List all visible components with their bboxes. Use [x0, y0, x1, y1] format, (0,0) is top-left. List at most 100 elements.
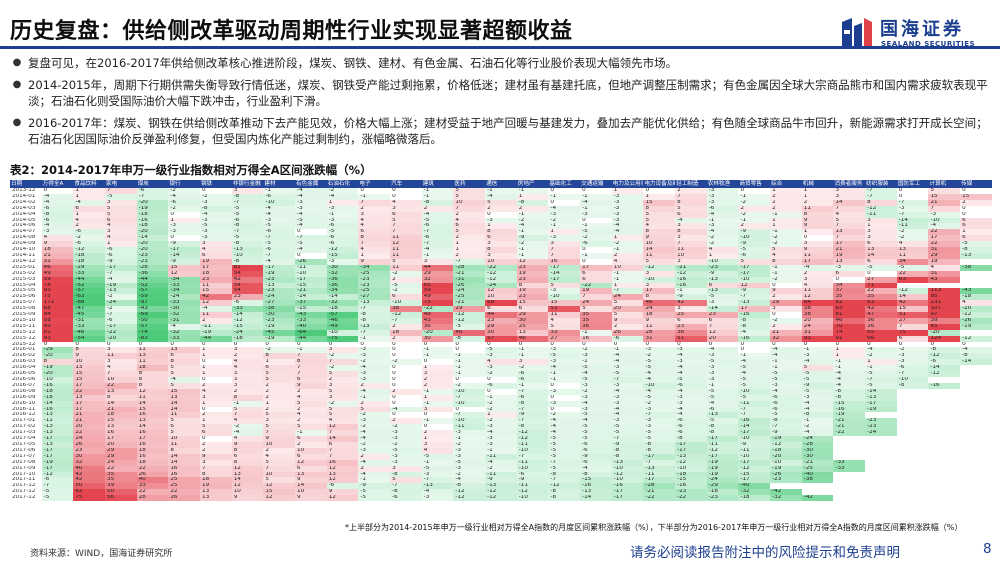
value-cell: -6 [675, 424, 707, 431]
value-cell: -12 [485, 270, 517, 277]
value-cell: 10 [675, 252, 707, 259]
value-cell: -1 [865, 365, 897, 372]
value-cell: -10 [611, 465, 644, 472]
value-cell: 3 [105, 359, 137, 366]
value-cell: -4 [485, 430, 517, 437]
value-cell: -17 [295, 276, 327, 283]
value-cell: 107 [928, 306, 961, 313]
value-cell: -1 [453, 353, 486, 360]
value-cell: 10 [295, 447, 327, 454]
value-cell: 17 [643, 288, 676, 295]
date-cell: 2013-12 [12, 188, 36, 193]
value-cell: 35 [105, 477, 137, 484]
value-cell: 9 [231, 441, 264, 448]
value-cell: 1 [611, 188, 644, 194]
value-cell: -3 [706, 371, 739, 377]
value-cell: -1 [738, 217, 771, 224]
value-cell: 18 [200, 270, 232, 277]
value-cell: 25 [516, 323, 549, 330]
value-cell: -12 [611, 471, 644, 478]
value-cell: 3 [326, 347, 359, 354]
value-cell: -2 [548, 217, 581, 224]
value-cell: -4 [326, 193, 359, 200]
value-cell: -19 [41, 365, 74, 372]
value-cell: -5 [231, 205, 264, 212]
value-cell: -9 [516, 235, 549, 242]
value-cell: 42 [200, 294, 232, 301]
value-cell: 0 [580, 217, 612, 224]
table-row: 2015-12 93 -54 -20 -83 -33 -44 -18 -19 -44 -75 -1 2 3… [10, 335, 992, 342]
value-cell: -6 [41, 477, 74, 484]
date-cell: 2017-06 [12, 447, 36, 453]
value-cell: -1 [770, 211, 802, 218]
value-cell: 4 [231, 436, 264, 442]
value-cell: 15 [548, 300, 581, 307]
value-cell: -3 [200, 217, 232, 224]
value-cell: -3 [801, 394, 834, 401]
value-cell: 39 [928, 317, 961, 324]
value-cell: 11 [548, 312, 581, 318]
value-cell: 6 [358, 229, 391, 236]
value-cell: -43 [136, 306, 169, 313]
value-cell: -12 [548, 483, 581, 490]
value-cell: -11 [453, 424, 486, 431]
value-cell: -8 [960, 353, 992, 360]
table-row: 2015-01 46 -29 -17 -28 15 17 81 -17 -11 -30 -34 11 44… [10, 264, 992, 271]
value-cell: -4 [295, 211, 327, 218]
value-cell: 1 [548, 229, 581, 236]
value-cell: -2 [390, 441, 422, 448]
value-cell: -13 [706, 288, 739, 295]
value-cell: -13 [41, 412, 74, 419]
value-cell: 49 [421, 312, 454, 318]
value-cell: -3 [200, 235, 232, 242]
value-cell: -25 [453, 294, 486, 301]
value-cell: -5 [706, 359, 739, 366]
value-cell: -7 [611, 288, 644, 295]
bullet-dot-icon: ● [12, 57, 22, 68]
value-cell: -10 [706, 258, 739, 265]
value-cell: 3 [421, 406, 454, 413]
value-cell: -11 [200, 323, 232, 330]
value-cell: 22 [136, 489, 169, 496]
value-cell: -1 [358, 477, 391, 484]
value-cell: 26 [73, 441, 106, 448]
value-cell: -8 [833, 388, 866, 395]
value-cell: 0 [168, 341, 201, 348]
value-cell: 5 [390, 477, 422, 484]
value-cell: 9 [801, 217, 834, 224]
value-cell: -3 [421, 471, 454, 478]
value-cell: 3 [675, 235, 707, 242]
value-cell: -13 [105, 288, 137, 295]
value-cell: 42 [865, 306, 897, 313]
value-cell: 3 [105, 347, 137, 354]
value-cell: -11 [706, 441, 739, 448]
value-cell: -3 [485, 441, 517, 448]
value-cell: 1 [200, 418, 232, 425]
date-cell: 2014-09 [12, 241, 36, 247]
value-cell: 0 [960, 211, 992, 218]
value-cell: 3 [390, 465, 422, 472]
value-cell: -3 [200, 229, 232, 236]
value-cell: 9 [801, 223, 834, 230]
value-cell: -24 [263, 294, 296, 301]
value-cell: -7 [643, 412, 676, 419]
value-cell: -3 [358, 447, 391, 454]
value-cell: -5 [770, 412, 802, 419]
value-cell: 2 [390, 335, 422, 342]
value-cell: -6 [706, 205, 739, 212]
value-cell: -5 [453, 459, 486, 466]
value-cell: 22 [865, 288, 897, 295]
value-cell: -4 [168, 377, 201, 383]
value-cell: -3 [611, 418, 644, 425]
value-cell: 27 [896, 317, 929, 324]
value-cell: 8 [263, 353, 296, 360]
value-cell: -2 [865, 353, 897, 360]
value-cell: -1 [611, 276, 644, 283]
value-cell: -2 [643, 400, 676, 407]
value-cell: 0 [41, 188, 74, 194]
table-row: 2015-11 93 -33 -17 -57 -4 -11 -15 -19 -40 -49 -13 2 3… [10, 323, 992, 330]
value-cell: -17 [41, 436, 74, 442]
value-cell: 13 [73, 394, 106, 401]
value-cell: -88 [73, 300, 106, 307]
value-cell: -8 [516, 199, 549, 206]
